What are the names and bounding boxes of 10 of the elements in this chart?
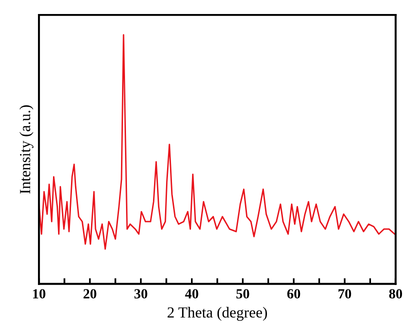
x-tick-label: 40 (185, 289, 198, 298)
x-tick-label: 70 (338, 289, 352, 298)
x-tick-label: 10 (33, 289, 46, 298)
x-tick-label: 20 (84, 289, 96, 298)
x-axis-title: 2 Theta (degree) (168, 306, 267, 321)
y-axis-title: Intensity (a.u.) (19, 105, 34, 194)
x-tick-label: 60 (287, 289, 300, 298)
x-tick-label: 50 (236, 289, 250, 298)
x-tick-label: 80 (389, 289, 402, 298)
x-tick-label: 30 (134, 289, 148, 298)
